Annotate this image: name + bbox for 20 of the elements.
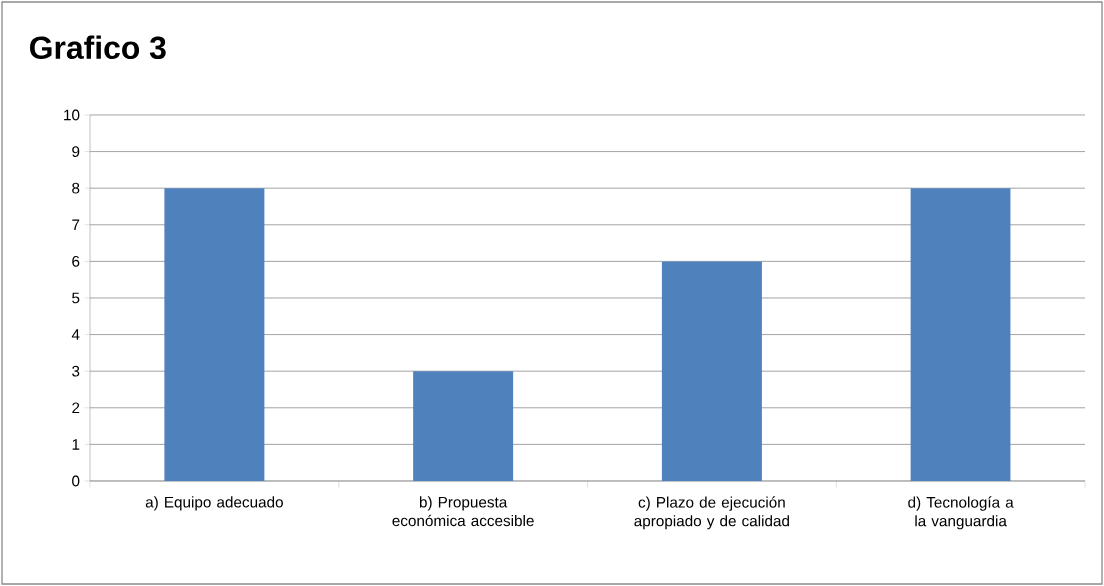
y-tick-label: 10 [64, 109, 80, 121]
y-tick-label: 1 [72, 439, 80, 450]
y-tick-label: 9 [72, 146, 80, 157]
x-tick-label: c) Plazo de ejecución apropiado y de calidad [634, 496, 789, 530]
x-tick-label: b) Propuesta económica accesible [392, 496, 534, 527]
y-tick-label: 2 [72, 402, 80, 414]
y-tick-label: 0 [72, 475, 80, 487]
y-tick-label: 8 [72, 182, 80, 194]
y-tick-label: 5 [72, 292, 80, 304]
bar [413, 371, 514, 481]
y-tick-label: 3 [72, 365, 80, 377]
y-tick-label: 4 [71, 329, 80, 340]
y-tick-label: 7 [72, 219, 80, 231]
bar [164, 188, 265, 481]
x-tick-label: d) Tecnología a la vanguardia [908, 496, 1014, 530]
chart-title: Grafico 3 [30, 35, 166, 60]
bar [661, 261, 762, 481]
y-tick-label: 6 [72, 255, 80, 267]
x-tick-label: a) Equipo adecuado [145, 496, 283, 511]
bar [910, 188, 1011, 481]
